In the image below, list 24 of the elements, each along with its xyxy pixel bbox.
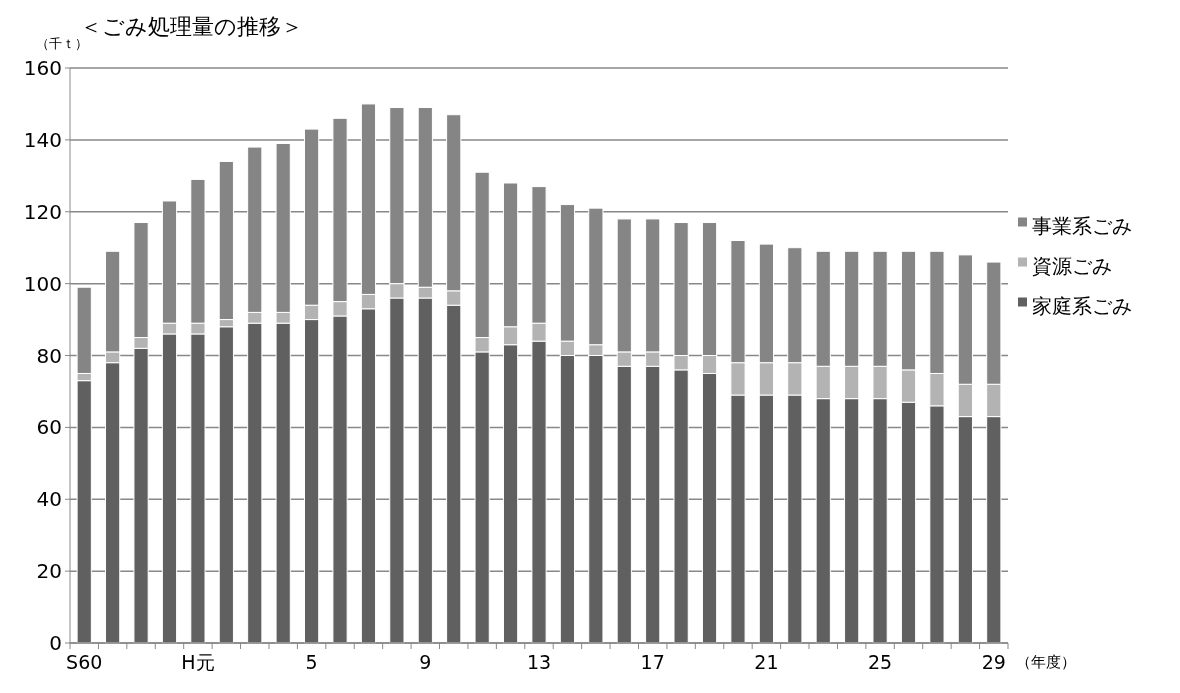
y-tick-label: 0	[49, 631, 62, 655]
x-tick-label: 25	[868, 651, 893, 673]
y-tick-label: 40	[36, 487, 62, 512]
y-axis-title: （千ｔ）	[36, 36, 88, 51]
y-tick-label: 140	[23, 127, 62, 152]
x-tick-label: 17	[640, 651, 665, 673]
chart-title: ＜ごみ処理量の推移＞	[80, 14, 303, 39]
x-tick-label: 21	[754, 651, 779, 673]
x-tick-label: 5	[305, 651, 318, 673]
y-tick-label: 20	[36, 559, 62, 584]
legend-label: 資源ごみ	[1032, 253, 1112, 278]
y-tick-label: 80	[36, 343, 62, 368]
x-tick-label: 13	[526, 651, 552, 673]
x-axis-title: （年度）	[1016, 653, 1076, 671]
x-tick-label: 29	[981, 651, 1006, 673]
x-tick-label: S60	[66, 651, 103, 673]
legend-label: 家庭系ごみ	[1032, 293, 1132, 318]
y-tick-label: 120	[23, 199, 62, 224]
y-tick-label: 100	[23, 271, 62, 296]
x-tick-label: H元	[181, 651, 215, 673]
y-tick-label: 60	[36, 415, 62, 440]
y-tick-label: 160	[23, 56, 62, 80]
x-tick-label: 9	[419, 651, 432, 673]
legend-label: 事業系ごみ	[1032, 213, 1132, 238]
